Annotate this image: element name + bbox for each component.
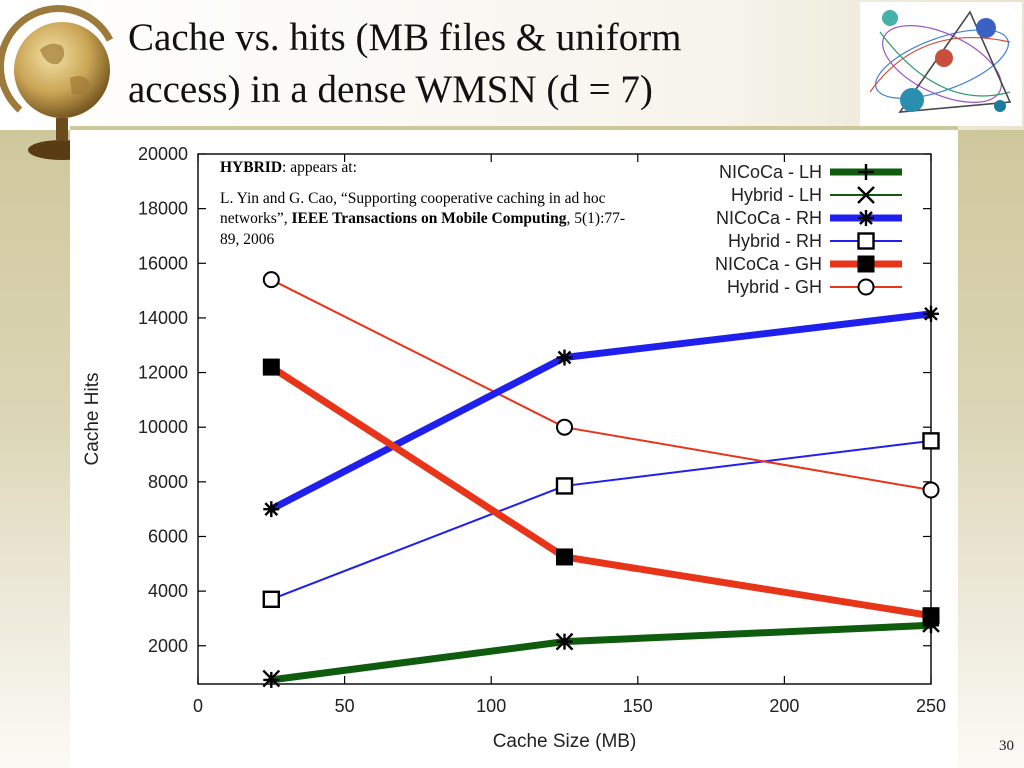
data-point-5-1 [556, 418, 573, 436]
legend-marker-2 [858, 210, 874, 226]
data-point-4-1 [556, 548, 573, 566]
series-line-2 [267, 310, 935, 513]
data-point-1-0 [262, 669, 281, 688]
x-tick-label: 100 [476, 696, 506, 716]
legend-label-0: NICoCa - LH [719, 162, 822, 182]
legend-label-1: Hybrid - LH [731, 185, 822, 205]
data-point-4-2 [922, 607, 940, 625]
x-tick-label: 250 [916, 696, 946, 716]
citation-authors-title: L. Yin and G. Cao, “Supporting cooperati… [220, 189, 606, 228]
data-point-2-1 [556, 349, 573, 366]
data-point-5-0 [262, 271, 280, 289]
y-tick-label: 10000 [138, 417, 188, 437]
data-point-2-2 [923, 305, 939, 322]
x-tick-label: 200 [769, 696, 799, 716]
series-line-4 [267, 363, 935, 620]
data-point-3-0 [262, 590, 281, 609]
data-point-3-2 [922, 432, 940, 450]
slide-title: Cache vs. hits (MB files & uniform acces… [128, 16, 682, 111]
right-side-band [958, 130, 1024, 768]
data-point-1-1 [555, 632, 574, 651]
y-tick-label: 2000 [148, 636, 188, 656]
globe-icon [0, 5, 114, 160]
series-line-0 [267, 621, 935, 684]
legend-marker-4 [857, 255, 875, 273]
x-axis-title: Cache Size (MB) [493, 731, 637, 752]
network-illustration-icon [860, 2, 1022, 126]
left-side-band [0, 130, 70, 768]
citation-note: HYBRID: appears at: L. Yin and G. Cao, “… [220, 158, 630, 260]
chart-panel: 2000 4000 6000 8000 10000 12000 14000 16000 1800… [70, 136, 958, 768]
title-band [0, 0, 1024, 130]
data-point-3-1 [555, 477, 574, 495]
series-line-3 [270, 439, 932, 601]
legend-marker-3 [857, 232, 875, 250]
y-tick-label: 4000 [148, 581, 188, 601]
title-divider [70, 126, 958, 130]
y-tick-label: 20000 [138, 144, 188, 164]
x-tick-label: 50 [335, 696, 355, 716]
citation-heading-rest: : appears at: [282, 159, 357, 176]
y-axis-title: Cache Hits [82, 373, 103, 466]
citation-journal: IEEE Transactions on Mobile Computing [291, 210, 567, 227]
legend-label-5: Hybrid - GH [727, 277, 822, 297]
plot-frame [197, 153, 932, 685]
y-tick-label: 8000 [148, 472, 188, 492]
citation-reference: L. Yin and G. Cao, “Supporting cooperati… [220, 189, 630, 251]
x-tick-label: 150 [623, 696, 653, 716]
page-number: 30 [999, 738, 1014, 754]
chart: 2000400060008000100001200014000160001800… [82, 144, 946, 752]
data-point-2-0 [263, 501, 280, 518]
legend-marker-0 [858, 164, 874, 180]
legend-label-2: NICoCa - RH [716, 208, 822, 228]
y-tick-label: 6000 [148, 526, 188, 546]
citation-heading-bold: HYBRID [220, 159, 283, 176]
legend-marker-5 [857, 278, 875, 296]
citation-volume: , 5(1):77-89, 2006 [220, 210, 626, 248]
data-point-4-0 [262, 358, 280, 376]
y-tick-label: 16000 [138, 253, 188, 273]
y-tick-label: 18000 [138, 199, 188, 219]
legend-label-4: NICoCa - GH [715, 254, 822, 274]
y-tick-label: 14000 [138, 308, 188, 328]
y-tick-label: 12000 [138, 363, 188, 383]
citation-heading: HYBRID: appears at: [220, 158, 630, 179]
legend-marker-1 [857, 186, 875, 204]
data-point-5-2 [922, 481, 940, 499]
x-tick-label: 0 [193, 696, 203, 716]
legend-label-3: Hybrid - RH [728, 231, 822, 251]
